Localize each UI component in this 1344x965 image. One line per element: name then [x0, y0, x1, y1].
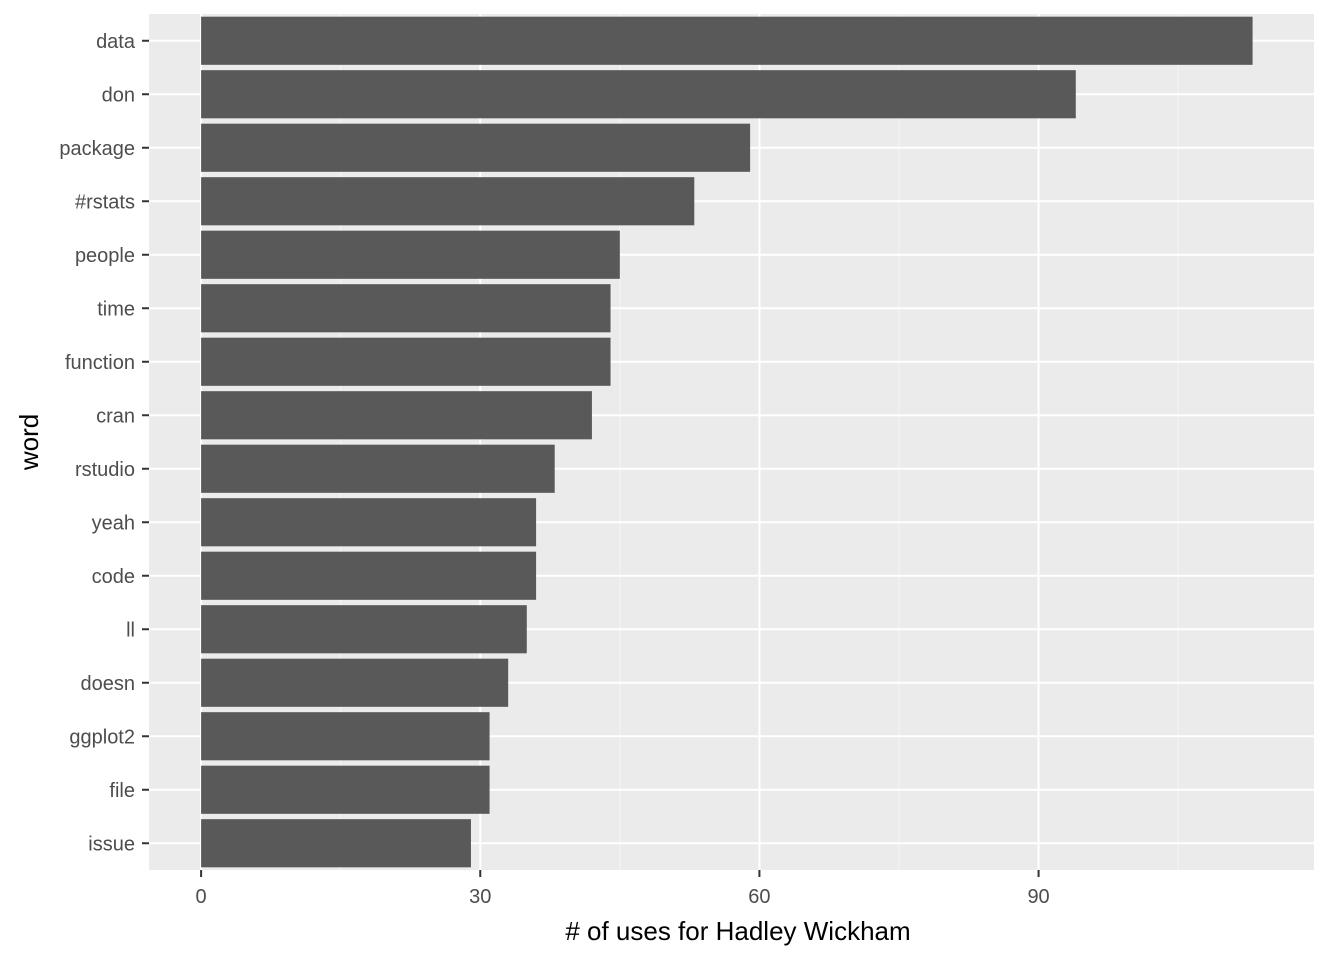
y-tick-label: ggplot2: [69, 726, 135, 748]
y-tick-label: package: [59, 138, 135, 160]
bar-code: [201, 551, 537, 600]
bar-yeah: [201, 498, 537, 547]
bar-file: [201, 765, 490, 814]
bar-package: [201, 123, 751, 172]
x-tick-label: 60: [748, 886, 770, 908]
y-tick-label: function: [65, 352, 135, 374]
y-tick-label: rstudio: [75, 459, 135, 481]
bar-cran: [201, 391, 592, 440]
y-tick-label: time: [97, 298, 135, 320]
bar-data: [201, 16, 1253, 65]
bar-rstudio: [201, 444, 555, 493]
x-tick-label: 90: [1027, 886, 1049, 908]
y-tick-label: file: [109, 780, 135, 802]
y-tick-label: don: [102, 84, 135, 106]
x-tick-label: 30: [469, 886, 491, 908]
y-tick-label: #rstats: [75, 191, 135, 213]
bar-doesn: [201, 658, 509, 707]
bar-time: [201, 284, 611, 333]
x-tick-label: 0: [196, 886, 207, 908]
y-tick-label: people: [75, 245, 135, 267]
y-tick-label: data: [96, 31, 136, 53]
bar-issue: [201, 819, 471, 868]
bar-don: [201, 70, 1076, 119]
bar-ggplot2: [201, 712, 490, 761]
x-axis-title: # of uses for Hadley Wickham: [565, 916, 910, 946]
bar-function: [201, 337, 611, 386]
bars: [201, 16, 1253, 868]
y-tick-label: cran: [96, 405, 135, 427]
bar-ll: [201, 605, 527, 654]
bar-people: [201, 230, 620, 279]
y-tick-label: ll: [126, 619, 135, 641]
y-tick-label: doesn: [81, 673, 136, 695]
bar-rstats: [201, 177, 695, 226]
y-axis-title: word: [14, 414, 44, 471]
x-axis: 0 30 60 90: [196, 870, 1050, 908]
y-axis: data don package #rstats people time function c…: [59, 31, 149, 855]
y-tick-label: issue: [88, 833, 135, 855]
y-tick-label: yeah: [92, 512, 135, 534]
y-tick-label: code: [92, 566, 135, 588]
